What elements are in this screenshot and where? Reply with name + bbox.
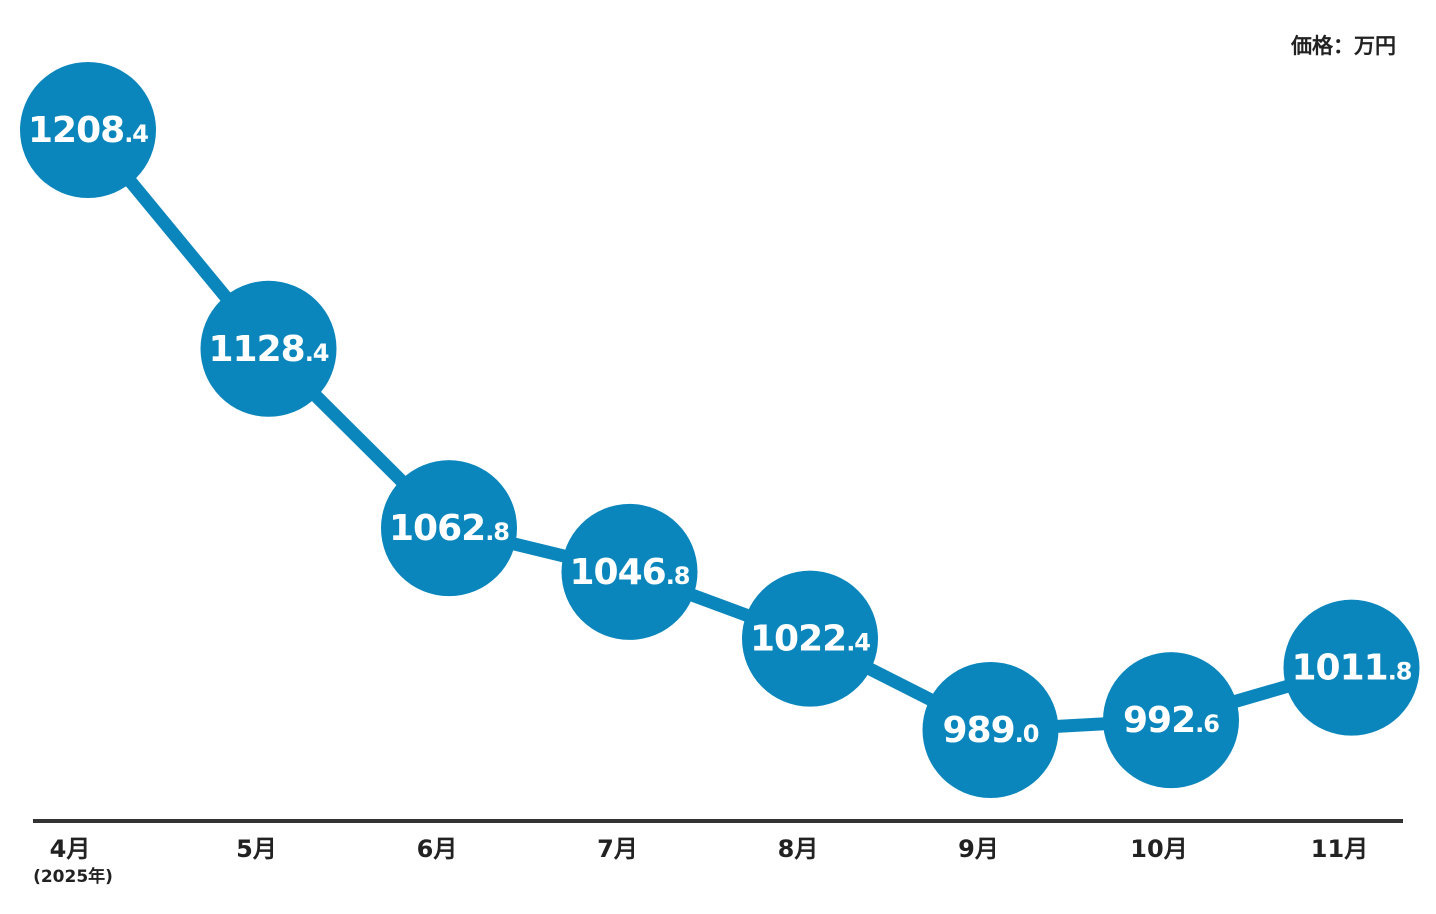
x-tick-label: 9月 — [958, 835, 999, 863]
data-label: 1046.8 — [569, 552, 689, 593]
x-tick-label: 10月 — [1130, 835, 1187, 863]
series-line-group — [82, 125, 1354, 737]
data-point — [742, 570, 878, 707]
data-label: 1062.8 — [389, 508, 509, 549]
data-label: 1011.8 — [1291, 648, 1411, 689]
data-label: 992.6 — [1123, 700, 1219, 741]
x-tick-label: 7月 — [597, 835, 638, 863]
data-point — [200, 280, 337, 417]
unit-label: 価格：万円 — [1291, 34, 1396, 58]
data-point — [381, 460, 517, 597]
data-points-group: 1208.4 1128.4 1062.8 1046.8 1022.4 989.0 992.6… — [20, 62, 1420, 798]
series-line — [82, 125, 1354, 737]
data-point — [20, 62, 156, 198]
data-label: 989.0 — [943, 710, 1039, 751]
data-point — [1283, 599, 1420, 736]
x-tick-label: 6月 — [417, 835, 458, 863]
data-label: 1208.4 — [28, 110, 148, 151]
x-tick-label: 11月 — [1311, 835, 1368, 863]
data-point — [561, 503, 698, 640]
x-axis-ticks-group: 4月 (2025年) 5月 6月 7月 8月 9月 10月 11月 — [33, 835, 1368, 887]
data-point — [1103, 652, 1239, 789]
data-point — [922, 662, 1059, 798]
data-label: 1128.4 — [208, 329, 328, 370]
x-tick-label: 4月 — [50, 835, 91, 863]
data-label: 1022.4 — [750, 619, 870, 660]
x-tick-sublabel: (2025年) — [33, 866, 113, 887]
x-tick-label: 8月 — [778, 835, 819, 863]
x-tick-label: 5月 — [236, 835, 277, 863]
